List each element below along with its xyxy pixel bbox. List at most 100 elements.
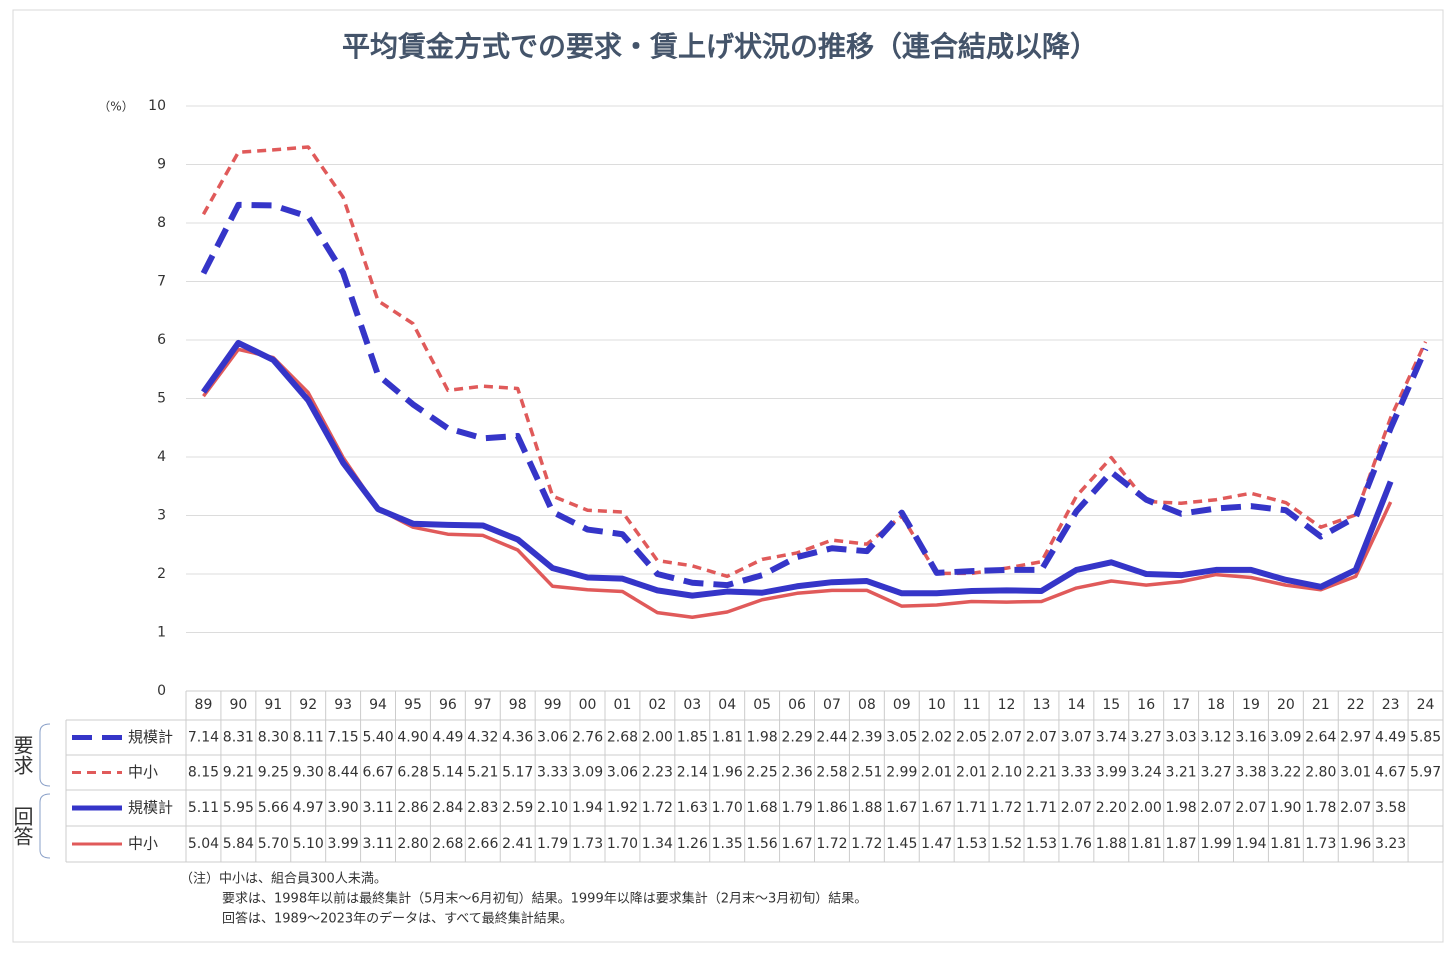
x-tick-label: 21 xyxy=(1312,697,1330,713)
table-value: 1.34 xyxy=(642,836,673,852)
table-value: 4.49 xyxy=(432,730,463,746)
y-tick-label: 7 xyxy=(157,274,166,290)
table-value: 3.38 xyxy=(1235,765,1266,781)
table-value: 2.10 xyxy=(537,800,568,816)
x-tick-label: 93 xyxy=(334,697,352,713)
table-value: 1.99 xyxy=(1200,836,1231,852)
x-tick-label: 03 xyxy=(683,697,701,713)
x-tick-label: 19 xyxy=(1242,697,1260,713)
series-line xyxy=(202,347,1393,620)
table-value: 9.25 xyxy=(258,765,289,781)
table-value: 4.67 xyxy=(1375,765,1406,781)
table-value: 5.66 xyxy=(258,800,289,816)
x-tick-label: 92 xyxy=(299,697,317,713)
table-value: 1.71 xyxy=(1026,800,1057,816)
table-value: 2.20 xyxy=(1096,800,1127,816)
table-value: 5.95 xyxy=(223,800,254,816)
x-tick-label: 01 xyxy=(614,697,632,713)
x-tick-label: 90 xyxy=(229,697,247,713)
table-value: 1.76 xyxy=(1061,836,1092,852)
series-line xyxy=(201,145,1428,579)
table-value: 8.11 xyxy=(293,730,324,746)
y-tick-label: 4 xyxy=(157,449,166,465)
table-value: 2.99 xyxy=(886,765,917,781)
table-value: 2.68 xyxy=(607,730,638,746)
table-value: 8.31 xyxy=(223,730,254,746)
table-value: 7.14 xyxy=(188,730,219,746)
table-value: 5.10 xyxy=(293,836,324,852)
table-value: 3.09 xyxy=(572,765,603,781)
table-value: 2.23 xyxy=(642,765,673,781)
table-value: 3.74 xyxy=(1096,730,1127,746)
x-tick-label: 12 xyxy=(998,697,1016,713)
x-tick-label: 20 xyxy=(1277,697,1295,713)
table-value: 1.85 xyxy=(677,730,708,746)
table-value: 1.96 xyxy=(1340,836,1371,852)
table-value: 1.73 xyxy=(1305,836,1336,852)
table-value: 2.86 xyxy=(397,800,428,816)
table-value: 6.67 xyxy=(362,765,393,781)
table-value: 4.32 xyxy=(467,730,498,746)
x-tick-label: 98 xyxy=(509,697,527,713)
y-tick-label: 3 xyxy=(157,508,166,524)
x-tick-label: 94 xyxy=(369,697,387,713)
table-value: 2.01 xyxy=(956,765,987,781)
table-value: 2.07 xyxy=(1235,800,1266,816)
table-value: 8.15 xyxy=(188,765,219,781)
legend-label: 中小 xyxy=(128,835,158,853)
table-value: 1.47 xyxy=(921,836,952,852)
table-value: 5.85 xyxy=(1410,730,1441,746)
series-line xyxy=(201,339,1394,599)
table-value: 1.94 xyxy=(1235,836,1266,852)
table-value: 2.07 xyxy=(1340,800,1371,816)
y-tick-label: 9 xyxy=(157,157,166,173)
table-value: 1.94 xyxy=(572,800,603,816)
table-value: 3.07 xyxy=(1061,730,1092,746)
table-value: 1.72 xyxy=(816,836,847,852)
table-value: 2.41 xyxy=(502,836,533,852)
table-value: 5.14 xyxy=(432,765,463,781)
table-value: 2.10 xyxy=(991,765,1022,781)
table-value: 1.96 xyxy=(712,765,743,781)
y-tick-label: 1 xyxy=(157,625,166,641)
table-value: 2.51 xyxy=(851,765,882,781)
table-value: 1.98 xyxy=(1166,800,1197,816)
table-value: 2.58 xyxy=(816,765,847,781)
legend-label: 規模計 xyxy=(128,728,173,746)
group-bracket xyxy=(39,793,51,859)
table-value: 1.53 xyxy=(1026,836,1057,852)
table-value: 1.26 xyxy=(677,836,708,852)
table-value: 4.97 xyxy=(293,800,324,816)
table-value: 3.05 xyxy=(886,730,917,746)
table-value: 5.40 xyxy=(362,730,393,746)
table-value: 2.66 xyxy=(467,836,498,852)
table-value: 1.78 xyxy=(1305,800,1336,816)
table-value: 3.11 xyxy=(362,800,393,816)
table-value: 8.30 xyxy=(258,730,289,746)
table-value: 2.00 xyxy=(1131,800,1162,816)
table-value: 1.73 xyxy=(572,836,603,852)
table-value: 6.28 xyxy=(397,765,428,781)
table-value: 5.97 xyxy=(1410,765,1441,781)
x-tick-label: 95 xyxy=(404,697,422,713)
table-value: 1.53 xyxy=(956,836,987,852)
table-value: 1.88 xyxy=(1096,836,1127,852)
table-value: 3.11 xyxy=(362,836,393,852)
table-value: 2.80 xyxy=(397,836,428,852)
table-value: 1.88 xyxy=(851,800,882,816)
table-value: 3.99 xyxy=(1096,765,1127,781)
y-tick-label: 6 xyxy=(157,332,166,348)
table-value: 2.29 xyxy=(781,730,812,746)
table-value: 3.21 xyxy=(1166,765,1197,781)
table-value: 1.70 xyxy=(607,836,638,852)
table-value: 3.99 xyxy=(328,836,359,852)
table-value: 1.72 xyxy=(642,800,673,816)
table-value: 2.97 xyxy=(1340,730,1371,746)
table-value: 2.39 xyxy=(851,730,882,746)
x-tick-label: 05 xyxy=(753,697,771,713)
x-tick-label: 08 xyxy=(858,697,876,713)
x-tick-label: 15 xyxy=(1102,697,1120,713)
table-value: 3.06 xyxy=(607,765,638,781)
table-value: 2.05 xyxy=(956,730,987,746)
table-value: 2.07 xyxy=(1200,800,1231,816)
